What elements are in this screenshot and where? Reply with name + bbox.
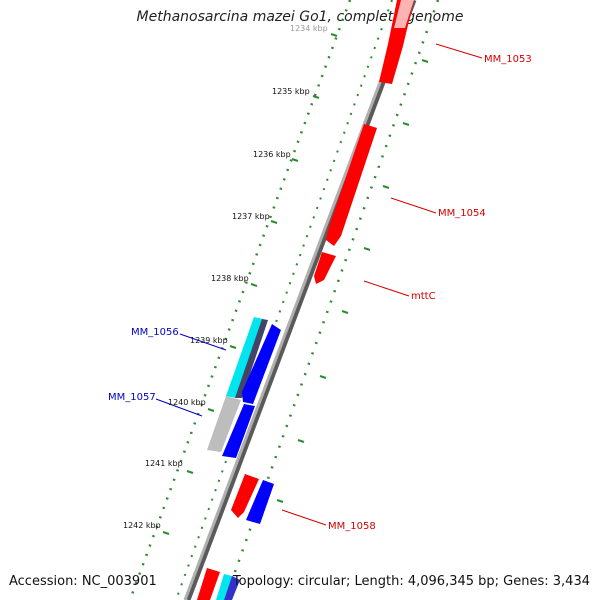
gene-label-mm-1057[interactable]: MM_1057 <box>108 392 156 403</box>
scale-label: 1236 kbp <box>253 150 291 159</box>
gene-label-mm-1053[interactable]: MM_1053 <box>484 54 532 65</box>
gene-label-mm-1058[interactable]: MM_1058 <box>328 521 376 532</box>
genome-backbone <box>183 0 413 600</box>
gene-mm-1057-arrow[interactable] <box>207 396 241 452</box>
gene-mm-1056-arrow[interactable] <box>226 317 263 398</box>
gene-mm-1056-dark <box>235 319 268 398</box>
scale-label: 1235 kbp <box>272 87 310 96</box>
gene-mm-1054-arrow[interactable] <box>326 124 377 246</box>
scale-label: 1242 kbp <box>123 521 161 530</box>
scale-label: 1241 kbp <box>145 459 183 468</box>
label-leaders <box>155 43 483 526</box>
gene-label-mttc[interactable]: mttC <box>411 291 436 302</box>
gene-mm-1058-red[interactable] <box>231 474 259 518</box>
gene-mm-1058-blue[interactable] <box>246 480 274 524</box>
scale-label: 1234 kbp <box>290 24 328 33</box>
gene-mm-1053-highlight <box>394 0 414 28</box>
accession-text: Accession: NC_003901 <box>9 574 157 589</box>
genome-summary-text: Topology: circular; Length: 4,096,345 bp… <box>232 574 590 589</box>
gene-features <box>197 0 414 600</box>
scale-label: 1237 kbp <box>232 212 270 221</box>
gene-bottom-blue[interactable] <box>224 576 240 600</box>
scale-label: 1238 kbp <box>211 274 249 283</box>
map-title: Methanosarcina mazei Go1, complete genom… <box>136 9 464 25</box>
gene-bottom-red[interactable] <box>197 568 220 600</box>
scale-ticks <box>162 33 429 535</box>
gene-mttc-arrow[interactable] <box>314 252 336 284</box>
scale-label-group: 1234 kbp 1235 kbp 1236 kbp 1237 kbp 1238… <box>123 24 328 530</box>
gene-blue-arrow-1[interactable] <box>242 324 281 404</box>
scale-label: 1239 kbp <box>190 336 228 345</box>
inner-dotted-track-mid <box>175 0 393 600</box>
gene-label-mm-1054[interactable]: MM_1054 <box>438 208 486 219</box>
gene-bottom-cyan[interactable] <box>216 574 232 600</box>
gene-label-mm-1056[interactable]: MM_1056 <box>131 327 179 338</box>
scale-label: 1240 kbp <box>168 398 206 407</box>
gene-blue-arrow-2[interactable] <box>222 404 255 458</box>
genome-backbone-shadow <box>185 0 417 600</box>
gene-label-group: MM_1053 MM_1054 mttC MM_1056 MM_1057 MM_… <box>108 54 532 532</box>
